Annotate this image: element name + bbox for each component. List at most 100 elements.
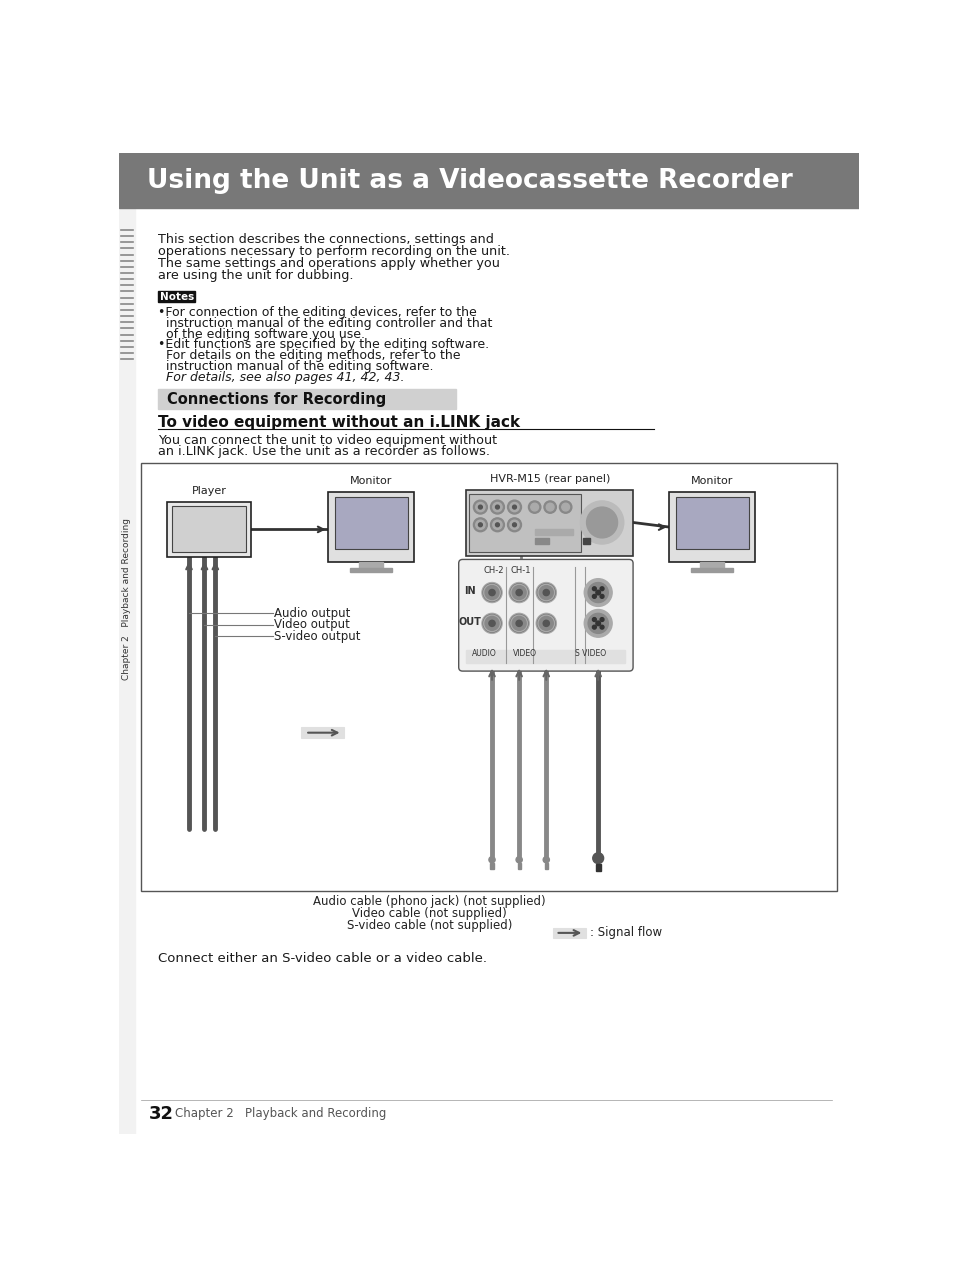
Bar [534, 529, 573, 535]
Circle shape [592, 626, 596, 629]
Circle shape [493, 502, 501, 512]
Circle shape [599, 595, 603, 599]
Bar [700, 562, 723, 568]
Circle shape [509, 613, 529, 633]
Text: Chapter 2   Playback and Recording: Chapter 2 Playback and Recording [122, 519, 132, 680]
Bar [158, 292, 195, 302]
Circle shape [478, 506, 482, 510]
Circle shape [495, 506, 498, 510]
Text: Video output: Video output [274, 618, 350, 632]
Circle shape [558, 501, 571, 513]
Text: •For connection of the editing devices, refer to the: •For connection of the editing devices, … [158, 306, 476, 318]
Bar [691, 568, 732, 572]
Circle shape [546, 503, 554, 511]
Circle shape [512, 617, 525, 631]
Circle shape [512, 506, 516, 510]
Circle shape [561, 503, 569, 511]
Circle shape [579, 501, 623, 544]
Circle shape [538, 617, 553, 631]
Circle shape [476, 520, 484, 530]
Text: Audio output: Audio output [274, 606, 351, 620]
Bar [328, 493, 414, 562]
Circle shape [542, 620, 549, 627]
FancyBboxPatch shape [458, 559, 633, 671]
Circle shape [488, 856, 495, 862]
Circle shape [495, 522, 498, 526]
Bar [158, 390, 456, 409]
Circle shape [596, 620, 599, 626]
Bar [172, 506, 246, 552]
Text: Connect either an S-video cable or a video cable.: Connect either an S-video cable or a vid… [158, 952, 486, 966]
Text: Video cable (not supplied): Video cable (not supplied) [352, 907, 506, 920]
Circle shape [516, 620, 521, 627]
Text: For details on the editing methods, refer to the: For details on the editing methods, refe… [158, 349, 460, 362]
Text: Chapter 2   Playback and Recording: Chapter 2 Playback and Recording [174, 1107, 386, 1120]
Text: an i.LINK jack. Use the unit as a recorder as follows.: an i.LINK jack. Use the unit as a record… [158, 446, 490, 459]
Text: HVR-M15 (rear panel): HVR-M15 (rear panel) [489, 474, 609, 484]
Circle shape [587, 613, 608, 633]
Bar [335, 497, 407, 549]
Circle shape [512, 586, 525, 600]
Circle shape [592, 618, 596, 622]
Text: S-video output: S-video output [274, 629, 360, 643]
Bar [468, 494, 580, 552]
Circle shape [583, 578, 612, 606]
Circle shape [473, 517, 487, 531]
Bar [141, 464, 836, 891]
Text: S VIDEO: S VIDEO [575, 650, 605, 659]
Circle shape [507, 501, 521, 513]
Text: operations necessary to perform recording on the unit.: operations necessary to perform recordin… [158, 245, 510, 257]
Text: instruction manual of the editing controller and that: instruction manual of the editing contro… [158, 317, 492, 330]
Text: : Signal flow: : Signal flow [589, 926, 661, 939]
Circle shape [484, 617, 498, 631]
Circle shape [592, 852, 603, 864]
Bar [119, 153, 858, 209]
Text: of the editing software you use.: of the editing software you use. [158, 327, 365, 340]
Text: The same settings and operations apply whether you: The same settings and operations apply w… [158, 257, 499, 270]
Bar [350, 568, 392, 572]
Text: CH-2: CH-2 [483, 566, 503, 575]
Circle shape [507, 517, 521, 531]
Circle shape [596, 590, 599, 595]
Circle shape [538, 586, 553, 600]
Circle shape [599, 587, 603, 591]
Circle shape [478, 522, 482, 526]
Bar [119, 209, 134, 1134]
Circle shape [481, 582, 501, 603]
Text: Connections for Recording: Connections for Recording [167, 392, 386, 406]
Circle shape [592, 595, 596, 599]
Bar [167, 502, 251, 557]
Bar [596, 864, 599, 871]
Circle shape [516, 590, 521, 596]
Circle shape [536, 582, 556, 603]
Text: 32: 32 [149, 1105, 173, 1122]
Text: IN: IN [464, 586, 476, 596]
Circle shape [481, 613, 501, 633]
Text: Player: Player [192, 485, 227, 496]
Circle shape [599, 618, 603, 622]
Circle shape [587, 582, 608, 603]
Circle shape [586, 507, 617, 538]
Text: This section describes the connections, settings and: This section describes the connections, … [158, 233, 494, 246]
Bar [669, 493, 754, 562]
Text: •Edit functions are specified by the editing software.: •Edit functions are specified by the edi… [158, 339, 489, 352]
Circle shape [516, 856, 521, 862]
Bar [553, 927, 585, 938]
Circle shape [473, 501, 487, 513]
Circle shape [490, 517, 504, 531]
Text: are using the unit for dubbing.: are using the unit for dubbing. [158, 269, 354, 282]
Circle shape [484, 586, 498, 600]
Circle shape [536, 613, 556, 633]
Text: Monitor: Monitor [350, 476, 392, 487]
Bar [490, 862, 493, 869]
Bar [517, 862, 520, 869]
Circle shape [509, 502, 518, 512]
Text: To video equipment without an i.LINK jack: To video equipment without an i.LINK jac… [158, 415, 519, 431]
Circle shape [542, 856, 549, 862]
Circle shape [530, 503, 537, 511]
Circle shape [512, 522, 516, 526]
Circle shape [599, 626, 603, 629]
Text: AUDIO: AUDIO [472, 650, 497, 659]
Bar [534, 538, 548, 544]
Circle shape [490, 501, 504, 513]
